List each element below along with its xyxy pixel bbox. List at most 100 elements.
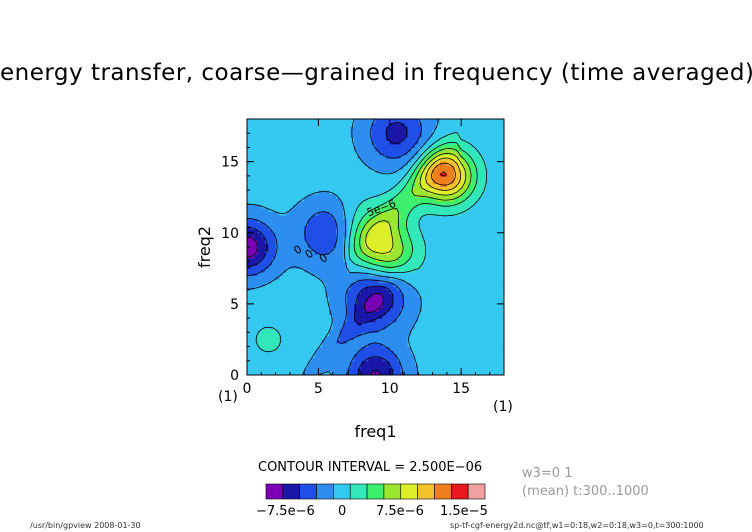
- field-cell: [479, 147, 484, 152]
- field-cell: [268, 122, 273, 127]
- field-cell: [371, 161, 377, 166]
- field-cell: [446, 197, 452, 202]
- field-cell: [461, 193, 466, 198]
- field-cell: [286, 307, 291, 312]
- field-cell: [464, 350, 469, 355]
- field-cell: [454, 257, 459, 262]
- field-cell: [439, 215, 444, 220]
- field-cell: [321, 339, 327, 344]
- field-cell: [304, 229, 309, 234]
- field-cell: [314, 147, 319, 152]
- field-cell: [368, 151, 373, 156]
- field-cell: [343, 328, 348, 333]
- field-cell: [468, 353, 473, 358]
- field-cell: [307, 321, 312, 326]
- field-cell: [382, 367, 387, 373]
- field-cell: [261, 307, 266, 312]
- field-cell: [471, 279, 477, 284]
- field-cell: [439, 268, 444, 273]
- field-cell: [454, 353, 459, 358]
- field-cell: [271, 346, 277, 351]
- field-cell: [425, 335, 430, 341]
- field-cell: [471, 318, 477, 323]
- field-cell: [411, 360, 416, 365]
- field-cell: [454, 303, 459, 309]
- field-cell: [386, 286, 391, 291]
- field-cell: [379, 364, 384, 369]
- field-cell: [311, 332, 316, 337]
- field-cell: [261, 350, 266, 355]
- field-cell: [311, 268, 316, 273]
- field-cell: [371, 254, 377, 259]
- field-cell: [375, 303, 380, 309]
- field-cell: [457, 232, 462, 237]
- field-cell: [407, 133, 412, 138]
- field-cell: [314, 154, 319, 159]
- field-cell: [368, 307, 373, 312]
- field-cell: [311, 364, 316, 369]
- field-cell: [486, 232, 491, 237]
- field-cell: [404, 154, 409, 159]
- field-cell: [400, 239, 405, 245]
- field-cell: [475, 211, 480, 216]
- field-cell: [464, 321, 469, 326]
- field-cell: [250, 257, 255, 262]
- field-cell: [468, 151, 473, 156]
- field-cell: [304, 158, 309, 163]
- field-cell: [346, 360, 352, 365]
- field-cell: [254, 243, 259, 248]
- field-cell: [296, 321, 302, 326]
- field-cell: [247, 119, 252, 124]
- field-cell: [275, 126, 280, 131]
- field-cell: [425, 186, 430, 191]
- field-cell: [318, 151, 323, 156]
- field-cell: [418, 311, 423, 316]
- field-cell: [275, 172, 280, 177]
- field-cell: [321, 279, 327, 284]
- field-cell: [464, 168, 469, 173]
- field-cell: [257, 175, 262, 181]
- field-cell: [293, 147, 298, 152]
- field-cell: [450, 321, 455, 326]
- field-cell: [254, 350, 259, 355]
- field-cell: [396, 168, 402, 173]
- field-cell: [400, 343, 405, 348]
- field-cell: [439, 247, 444, 252]
- field-cell: [250, 332, 255, 337]
- field-cell: [271, 367, 277, 373]
- field-cell: [261, 215, 266, 220]
- field-cell: [382, 247, 387, 252]
- field-cell: [425, 321, 430, 326]
- field-cell: [354, 261, 359, 266]
- field-cell: [271, 300, 277, 305]
- field-cell: [261, 232, 266, 237]
- field-cell: [279, 190, 284, 195]
- field-cell: [479, 168, 484, 173]
- field-cell: [354, 350, 359, 355]
- field-cell: [311, 257, 316, 262]
- field-cell: [304, 119, 309, 124]
- field-cell: [296, 126, 302, 131]
- field-cell: [286, 311, 291, 316]
- field-cell: [443, 282, 448, 287]
- field-cell: [446, 357, 452, 362]
- field-cell: [314, 136, 319, 141]
- field-cell: [404, 264, 409, 269]
- field-cell: [279, 332, 284, 337]
- field-cell: [264, 264, 270, 269]
- field-cell: [414, 200, 419, 205]
- field-cell: [304, 136, 309, 141]
- field-cell: [268, 136, 273, 141]
- field-cell: [286, 271, 291, 277]
- field-cell: [321, 207, 327, 213]
- field-cell: [446, 364, 452, 369]
- field-cell: [271, 154, 277, 159]
- field-cell: [414, 293, 419, 298]
- field-cell: [275, 307, 280, 312]
- field-cell: [350, 346, 355, 351]
- field-cell: [350, 364, 355, 369]
- field-cell: [389, 357, 394, 362]
- field-cell: [339, 207, 344, 213]
- field-cell: [343, 172, 348, 177]
- field-cell: [254, 282, 259, 287]
